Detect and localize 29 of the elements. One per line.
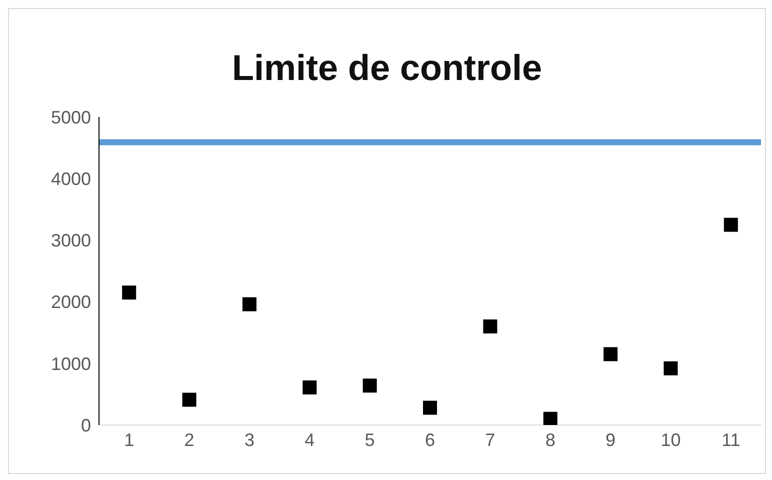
y-tick-label: 5000 — [50, 107, 91, 128]
point — [724, 218, 738, 232]
y-tick-label: 3000 — [50, 230, 91, 251]
point — [302, 380, 317, 394]
point — [242, 297, 256, 312]
x-tick-label: 6 — [424, 430, 436, 450]
x-tick-label: 9 — [606, 430, 616, 450]
point — [604, 347, 618, 362]
point — [483, 319, 498, 334]
y-tick-label: 0 — [80, 415, 91, 436]
point — [182, 392, 196, 407]
point — [664, 361, 678, 376]
point — [122, 286, 136, 300]
point — [423, 400, 437, 415]
x-tick-label: 7 — [485, 430, 496, 450]
x-tick-label: 1 — [124, 430, 134, 450]
y-tick-label: 4000 — [50, 168, 91, 189]
x-tick-label: 5 — [364, 430, 375, 450]
x-tick-label: 11 — [722, 430, 740, 450]
point — [543, 412, 558, 425]
y-tick-label: 2000 — [50, 292, 91, 312]
x-tick-label: 8 — [545, 430, 556, 450]
y-tick-label: 1000 — [50, 354, 91, 374]
x-tick-label: 3 — [244, 430, 254, 450]
x-tick-label: 10 — [660, 430, 681, 450]
x-tick-label: 2 — [184, 430, 194, 450]
chart-title: Limite de controle — [230, 47, 544, 90]
point — [362, 378, 377, 393]
x-tick-label: 4 — [304, 430, 315, 450]
